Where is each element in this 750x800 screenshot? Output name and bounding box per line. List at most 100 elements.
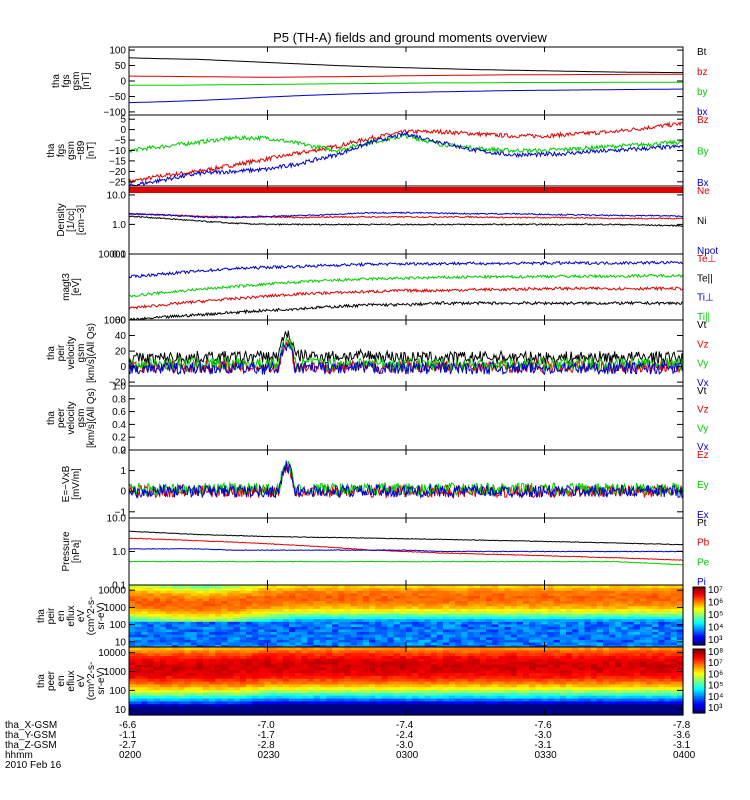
spectrogram-cell — [535, 666, 543, 671]
spectrogram-cell — [455, 689, 462, 693]
y-axis-label-line: −t89 — [76, 140, 87, 160]
spectrogram-cell — [350, 655, 358, 659]
spectrogram-cell — [615, 672, 623, 676]
x-axis-tick-value: -3.0 — [535, 730, 553, 741]
spectrogram-cell — [590, 639, 598, 643]
spectrogram-cell — [350, 595, 358, 599]
spectrogram-cell — [332, 631, 339, 635]
spectrogram-cell — [516, 698, 524, 702]
spectrogram-cell — [184, 597, 192, 602]
spectrogram-cell — [393, 616, 401, 620]
spectrogram-cell — [399, 712, 407, 716]
spectrogram-cell — [246, 666, 253, 671]
spectrogram-cell — [510, 664, 518, 668]
spectrogram-cell — [461, 618, 469, 622]
spectrogram-cell — [621, 608, 629, 612]
spectrogram-cell — [381, 590, 389, 594]
spectrogram-cell — [436, 587, 444, 591]
y-tick-label: 0.6 — [112, 407, 126, 418]
spectrogram-cell — [239, 636, 247, 640]
spectrogram-cell — [215, 709, 222, 713]
spectrogram-cell — [664, 636, 672, 640]
spectrogram-cell — [393, 658, 401, 662]
spectrogram-cell — [633, 605, 641, 609]
spectrogram-cell — [529, 592, 536, 596]
spectrogram-cell — [153, 672, 161, 676]
spectrogram-cell — [559, 605, 567, 609]
spectrogram-cell — [547, 605, 555, 609]
spectrogram-cell — [387, 669, 395, 674]
spectrogram-cell — [676, 647, 684, 651]
spectrogram-cell — [252, 664, 259, 668]
spectrogram-cell — [289, 605, 296, 609]
spectrogram-cell — [153, 613, 161, 617]
spectrogram-cell — [609, 698, 616, 702]
spectrogram-cell — [492, 600, 499, 604]
spectrogram-cell — [652, 618, 659, 622]
spectrogram-cell — [412, 661, 419, 665]
spectrogram-cell — [332, 692, 339, 696]
spectrogram-cell — [615, 664, 623, 668]
spectrogram-cell — [178, 692, 185, 696]
spectrogram-cell — [159, 631, 167, 635]
spectrogram-cell — [209, 686, 216, 691]
spectrogram-cell — [233, 585, 241, 589]
spectrogram-cell — [295, 636, 302, 640]
spectrogram-cell — [609, 652, 616, 657]
spectrogram-cell — [535, 592, 543, 596]
spectrogram-cell — [523, 706, 530, 710]
spectrogram-cell — [184, 652, 192, 657]
spectrogram-cell — [553, 683, 561, 688]
spectrogram-cell — [258, 649, 266, 654]
spectrogram-cell — [523, 658, 530, 662]
spectrogram-cell — [375, 631, 382, 635]
spectrogram-cell — [615, 647, 623, 651]
spectrogram-cell — [584, 631, 592, 635]
spectrogram-cell — [436, 592, 444, 596]
spectrogram-cell — [227, 700, 235, 705]
spectrogram-cell — [258, 712, 266, 716]
spectrogram-cell — [215, 686, 222, 691]
spectrogram-cell — [165, 623, 173, 627]
y-axis-label-line: tha — [46, 346, 57, 360]
spectrogram-cell — [276, 698, 284, 702]
spectrogram-cell — [178, 678, 185, 682]
spectrogram-cell — [307, 628, 315, 633]
spectrogram-cell — [541, 592, 549, 596]
spectrogram-cell — [356, 655, 364, 659]
spectrogram-cell — [209, 698, 216, 702]
spectrogram-cell — [547, 621, 555, 625]
spectrogram-cell — [135, 661, 142, 665]
spectrogram-cell — [153, 628, 161, 633]
spectrogram-cell — [356, 658, 364, 662]
spectrogram-cell — [196, 592, 204, 596]
spectrogram-cell — [449, 603, 456, 607]
spectrogram-cell — [362, 683, 370, 688]
spectrogram-cell — [344, 644, 352, 648]
colorbar-segment — [693, 681, 705, 684]
spectrogram-cell — [221, 628, 229, 633]
spectrogram-cell — [504, 647, 512, 651]
spectrogram-cell — [664, 692, 672, 696]
spectrogram-cell — [209, 703, 216, 708]
spectrogram-cell — [356, 600, 364, 604]
spectrogram-cell — [584, 675, 592, 679]
spectrogram-cell — [399, 621, 407, 625]
spectrogram-cell — [264, 590, 272, 594]
spectrogram-cell — [436, 695, 444, 699]
spectrogram-cell — [141, 712, 149, 716]
spectrogram-cell — [430, 661, 438, 665]
spectrogram-cell — [486, 695, 493, 699]
spectrogram-cell — [301, 666, 309, 671]
spectrogram-cell — [658, 595, 666, 599]
spectrogram-cell — [498, 585, 506, 589]
spectrogram-cell — [295, 675, 302, 679]
spectrogram-cell — [196, 610, 204, 614]
spectrogram-cell — [159, 600, 167, 604]
spectrogram-cell — [406, 605, 413, 609]
spectrogram-cell — [590, 649, 598, 654]
spectrogram-cell — [412, 597, 419, 602]
spectrogram-cell — [461, 603, 469, 607]
spectrogram-cell — [375, 698, 382, 702]
spectrogram-cell — [541, 675, 549, 679]
